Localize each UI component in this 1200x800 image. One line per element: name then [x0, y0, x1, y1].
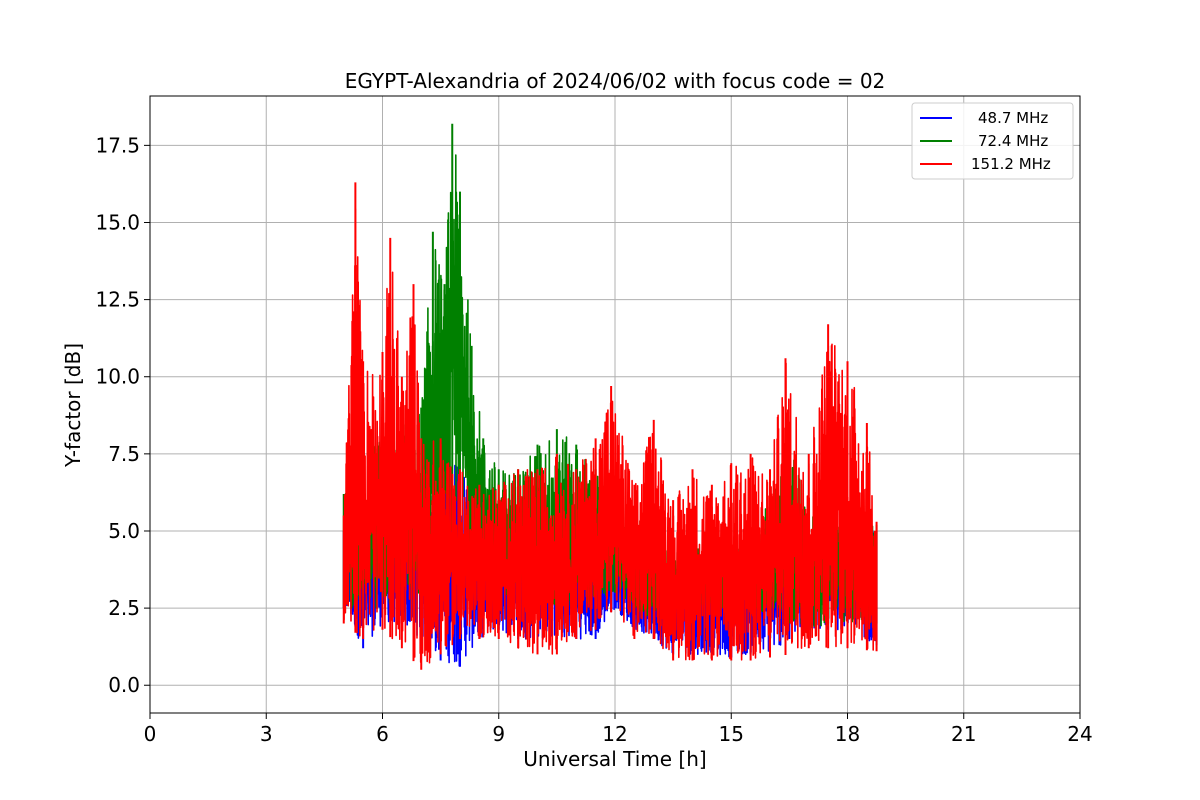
x-tick-label: 18: [835, 722, 860, 746]
legend-label-151-2: 151.2 MHz: [971, 155, 1051, 173]
y-tick-label: 0.0: [108, 673, 140, 697]
grid: [149, 96, 1081, 713]
legend-label-72-4: 72.4 MHz: [978, 132, 1048, 150]
series-trace: [343, 208, 878, 664]
x-tick-label: 6: [376, 722, 389, 746]
x-tick-label: 9: [492, 722, 505, 746]
legend-label-48-7: 48.7 MHz: [978, 109, 1048, 127]
legend-box: [911, 102, 1074, 180]
y-tick-label: 17.5: [95, 133, 140, 157]
x-tick-label: 3: [260, 722, 273, 746]
chart-title: EGYPT-Alexandria of 2024/06/02 with focu…: [345, 69, 886, 93]
y-tick-label: 5.0: [108, 519, 140, 543]
x-axis-label: Universal Time [h]: [523, 747, 706, 771]
y-tick-label: 7.5: [108, 442, 140, 466]
y-tick-label: 12.5: [95, 288, 140, 312]
x-tick-label: 21: [951, 722, 976, 746]
ticks: 0 3 6 9 12 15 18 21 24 0.0 2.5 5.0 7.5 10.0 12.5 15.0 17…: [95, 133, 1092, 746]
series-151-2-mhz: [342, 182, 878, 670]
y-tick-label: 10.0: [95, 365, 140, 389]
y-tick-label: 2.5: [108, 596, 140, 620]
legend: 48.7 MHz 72.4 MHz 151.2 MHz: [911, 102, 1074, 180]
x-tick-label: 0: [144, 722, 157, 746]
x-tick-label: 24: [1067, 722, 1092, 746]
x-tick-label: 12: [602, 722, 627, 746]
y-tick-label: 15.0: [95, 210, 140, 234]
y-axis-label: Y-factor [dB]: [61, 343, 85, 468]
series-layer: [342, 123, 878, 670]
x-tick-label: 15: [719, 722, 744, 746]
